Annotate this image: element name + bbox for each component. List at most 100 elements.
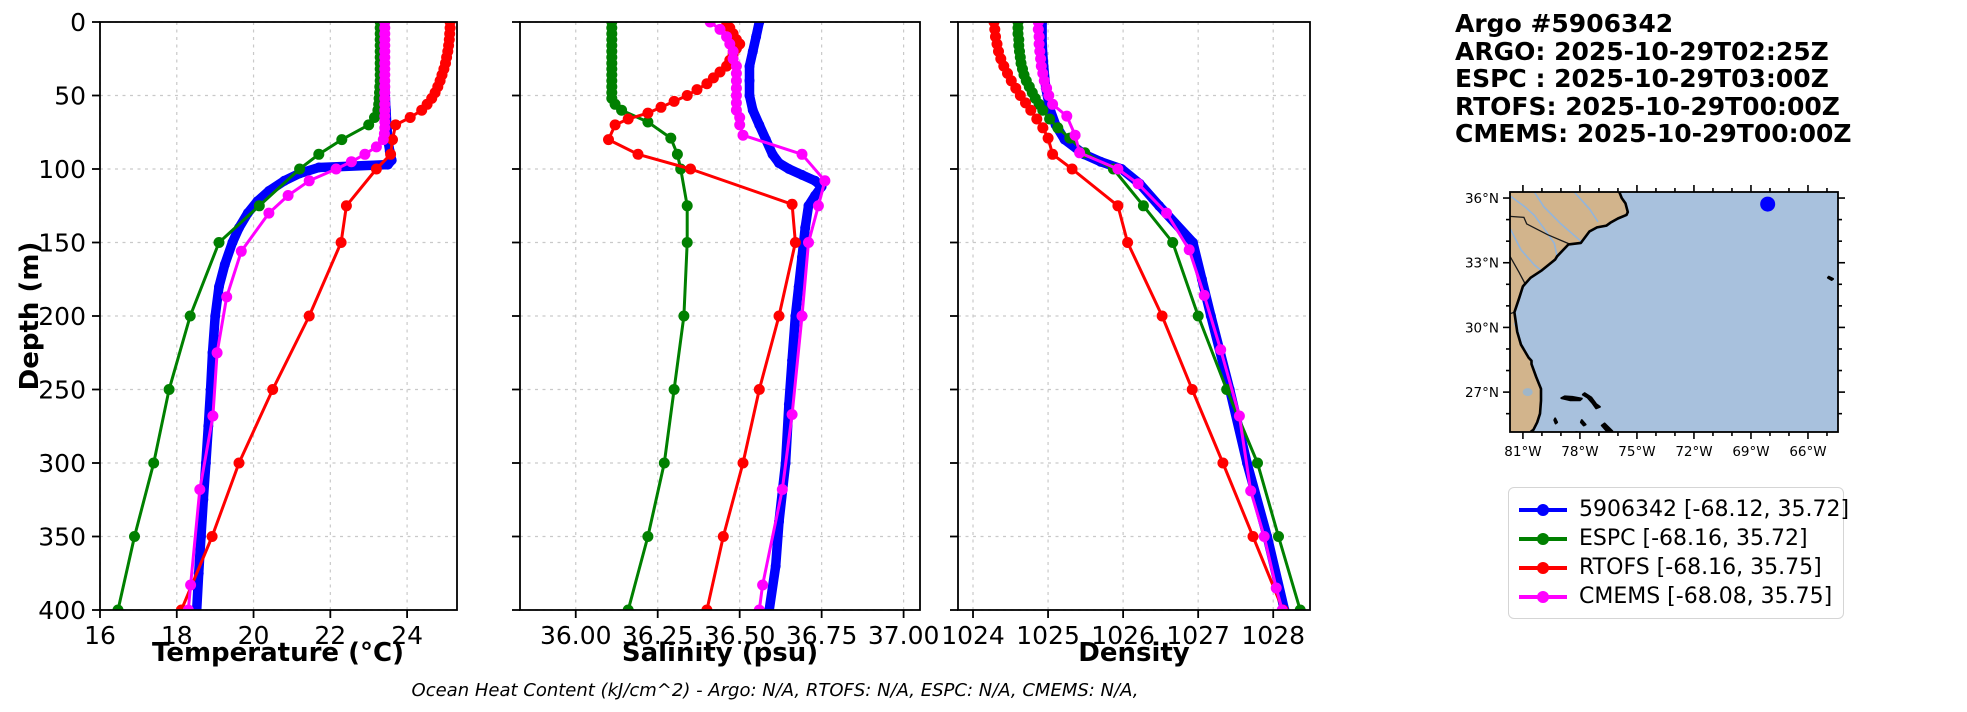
data-point-marker <box>642 107 654 119</box>
data-point-marker <box>803 200 814 211</box>
data-point-marker <box>1112 163 1124 175</box>
float-title: Argo #5906342 <box>1455 9 1674 38</box>
data-point-marker <box>1069 129 1081 141</box>
data-point-marker <box>184 310 196 322</box>
map-y-tick-label: 27°N <box>1465 385 1499 401</box>
data-point-marker <box>701 78 713 90</box>
data-point-marker <box>207 410 219 422</box>
island-shape <box>1826 275 1835 281</box>
data-point-marker <box>1122 237 1134 248</box>
data-point-marker <box>714 23 726 35</box>
data-point-marker <box>1025 104 1037 116</box>
data-point-marker <box>789 237 801 248</box>
data-point-marker <box>1044 113 1056 125</box>
river-line <box>1533 192 1582 242</box>
data-point-marker <box>754 22 765 27</box>
data-point-marker <box>797 169 807 180</box>
data-point-marker <box>681 90 693 101</box>
data-point-marker <box>685 163 696 175</box>
data-point-marker <box>810 175 821 186</box>
data-point-marker <box>681 200 693 212</box>
data-point-marker <box>622 604 634 610</box>
salinity-profile: 36.00 36.25 36.50 36.75 37.00 <box>512 21 940 650</box>
lake-okeechobee <box>1522 388 1533 397</box>
data-point-marker <box>1042 132 1054 144</box>
data-point-marker <box>294 163 306 175</box>
river-line <box>1510 227 1542 271</box>
map-x-tick-label: 72°W <box>1675 444 1712 460</box>
data-point-marker <box>774 158 784 169</box>
data-point-marker <box>359 148 371 160</box>
data-point-marker <box>1217 457 1229 469</box>
data-point-marker <box>747 105 758 116</box>
island-shape <box>1579 419 1587 427</box>
map-y-tick-label: 33°N <box>1465 256 1499 272</box>
y-tick-label: 300 <box>38 449 86 478</box>
y-tick-label: 350 <box>38 523 86 552</box>
data-point-marker <box>1037 122 1049 134</box>
legend: 5906342 [-68.12, 35.72] ESPC [-68.16, 35.… <box>1508 487 1849 619</box>
data-point-marker <box>390 119 402 131</box>
data-point-marker <box>1252 457 1263 469</box>
data-point-marker <box>148 457 160 469</box>
data-point-marker <box>1074 147 1086 159</box>
island-shape <box>1588 434 1595 438</box>
salinity-axis-label: Salinity (psu) <box>621 638 819 668</box>
legend-label: 5906342 [-68.12, 35.72] <box>1579 497 1850 522</box>
x-tick-label: 22 <box>314 621 346 650</box>
data-point-marker <box>385 148 397 160</box>
data-point-marker <box>622 113 634 125</box>
x-tick-label: 37.00 <box>868 621 940 650</box>
float-position-marker <box>1760 196 1776 212</box>
data-point-marker <box>767 149 778 160</box>
data-point-marker <box>753 384 765 395</box>
data-point-marker <box>219 259 230 270</box>
data-point-marker <box>198 494 209 505</box>
data-point-marker <box>796 148 808 160</box>
data-point-marker <box>797 252 807 263</box>
legend-item-1: ESPC [-68.16, 35.72] <box>1519 524 1833 553</box>
data-point-marker <box>1270 582 1282 594</box>
argo-timestamp: ARGO: 2025-10-29T02:25Z <box>1455 36 1829 66</box>
island-shape <box>1581 392 1601 410</box>
ocean-heat-content-note: Ocean Heat Content (kJ/cm^2) - Argo: N/A… <box>411 680 1139 701</box>
data-point-marker <box>668 95 680 107</box>
data-point-marker <box>1037 104 1049 116</box>
data-point-marker <box>1273 531 1284 542</box>
data-point-marker <box>1186 384 1198 395</box>
data-point-marker <box>787 355 798 366</box>
location-map: 81°W 78°W 75°W 72°W 69°W 66°W 27°N 30°N 33°N 36°N <box>1465 185 1845 460</box>
data-point-marker <box>609 119 621 131</box>
island-shape <box>1600 422 1614 432</box>
data-point-marker <box>737 457 749 469</box>
data-point-marker <box>1132 178 1144 190</box>
data-point-marker <box>363 119 375 131</box>
data-point-marker <box>1215 344 1227 356</box>
y-tick-label: 0 <box>70 8 86 37</box>
data-point-marker <box>330 163 342 175</box>
legend-item-2: RTOFS [-68.16, 35.75] <box>1519 553 1833 582</box>
data-point-marker <box>1137 200 1149 212</box>
data-point-marker <box>603 134 614 146</box>
data-point-marker <box>210 311 221 321</box>
map-x-tick-label: 69°W <box>1732 444 1769 460</box>
map-x-tick-label: 81°W <box>1504 444 1541 460</box>
data-point-marker <box>129 531 140 542</box>
series-group <box>988 22 1306 610</box>
data-point-marker <box>744 61 755 72</box>
data-point-marker <box>717 531 729 542</box>
data-point-marker <box>803 237 814 248</box>
data-point-marker <box>1276 604 1288 610</box>
data-point-marker <box>370 141 382 153</box>
data-point-marker <box>800 222 811 233</box>
data-point-marker <box>335 237 347 248</box>
data-point-marker <box>737 129 749 141</box>
data-point-marker <box>671 148 683 160</box>
y-tick-label: 150 <box>38 229 86 258</box>
cmems-timestamp: CMEMS: 2025-10-29T00:00Z <box>1455 119 1852 148</box>
temperature-axis-label: Temperature (°C) <box>152 638 404 668</box>
data-point-marker <box>206 531 218 542</box>
temperature-profile: 16 18 20 22 24 0 50 100 150 200 250 300 350 400 <box>38 8 458 650</box>
data-point-marker <box>796 310 808 322</box>
